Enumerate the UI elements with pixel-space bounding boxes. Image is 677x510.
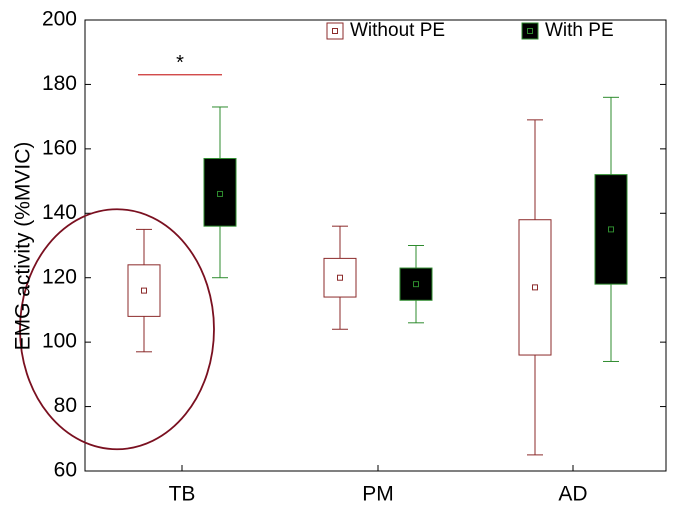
x-axis: TB PM AD bbox=[169, 465, 588, 506]
y-tick-label: 160 bbox=[42, 136, 77, 159]
x-tick-label: PM bbox=[362, 483, 394, 506]
box-without-pe-pm bbox=[323, 225, 357, 330]
box-with-pe-tb bbox=[203, 106, 237, 279]
plot-border bbox=[84, 19, 667, 472]
median-marker bbox=[217, 190, 223, 197]
y-tick-label: 200 bbox=[42, 8, 77, 31]
box-with-pe-ad bbox=[594, 96, 628, 362]
legend-item-without-pe: Without PE bbox=[326, 20, 445, 41]
median-marker bbox=[141, 287, 147, 294]
legend-label: With PE bbox=[545, 20, 614, 41]
significance-star: * bbox=[176, 52, 184, 74]
box-without-pe-tb bbox=[127, 228, 161, 353]
y-tick-label: 120 bbox=[42, 265, 77, 288]
y-tick-label: 180 bbox=[42, 72, 77, 95]
legend-marker bbox=[527, 28, 533, 34]
y-axis-label: EMG activity (%MVIC) bbox=[12, 142, 35, 351]
box-without-pe-ad bbox=[518, 119, 552, 456]
x-tick-label: AD bbox=[558, 483, 587, 506]
y-tick-label: 60 bbox=[54, 459, 77, 482]
median-marker bbox=[532, 284, 538, 291]
x-tick-label: TB bbox=[169, 483, 196, 506]
y-tick-label: 80 bbox=[54, 394, 77, 417]
legend-label: Without PE bbox=[350, 20, 445, 41]
boxes bbox=[127, 96, 628, 456]
highlight-ellipse bbox=[19, 208, 215, 451]
legend-item-with-pe: With PE bbox=[521, 20, 614, 41]
y-tick-label: 140 bbox=[42, 201, 77, 224]
median-marker bbox=[337, 274, 343, 281]
y-axis: 60 80 100 120 140 160 180 200 bbox=[42, 8, 666, 482]
annotations: * bbox=[19, 52, 222, 451]
legend-marker bbox=[332, 28, 338, 34]
box-with-pe-pm bbox=[399, 245, 433, 324]
plot-frame bbox=[84, 19, 667, 472]
median-marker bbox=[608, 226, 614, 233]
y-tick-label: 100 bbox=[42, 330, 77, 353]
legend: Without PE With PE bbox=[326, 20, 614, 41]
median-marker bbox=[413, 281, 419, 288]
